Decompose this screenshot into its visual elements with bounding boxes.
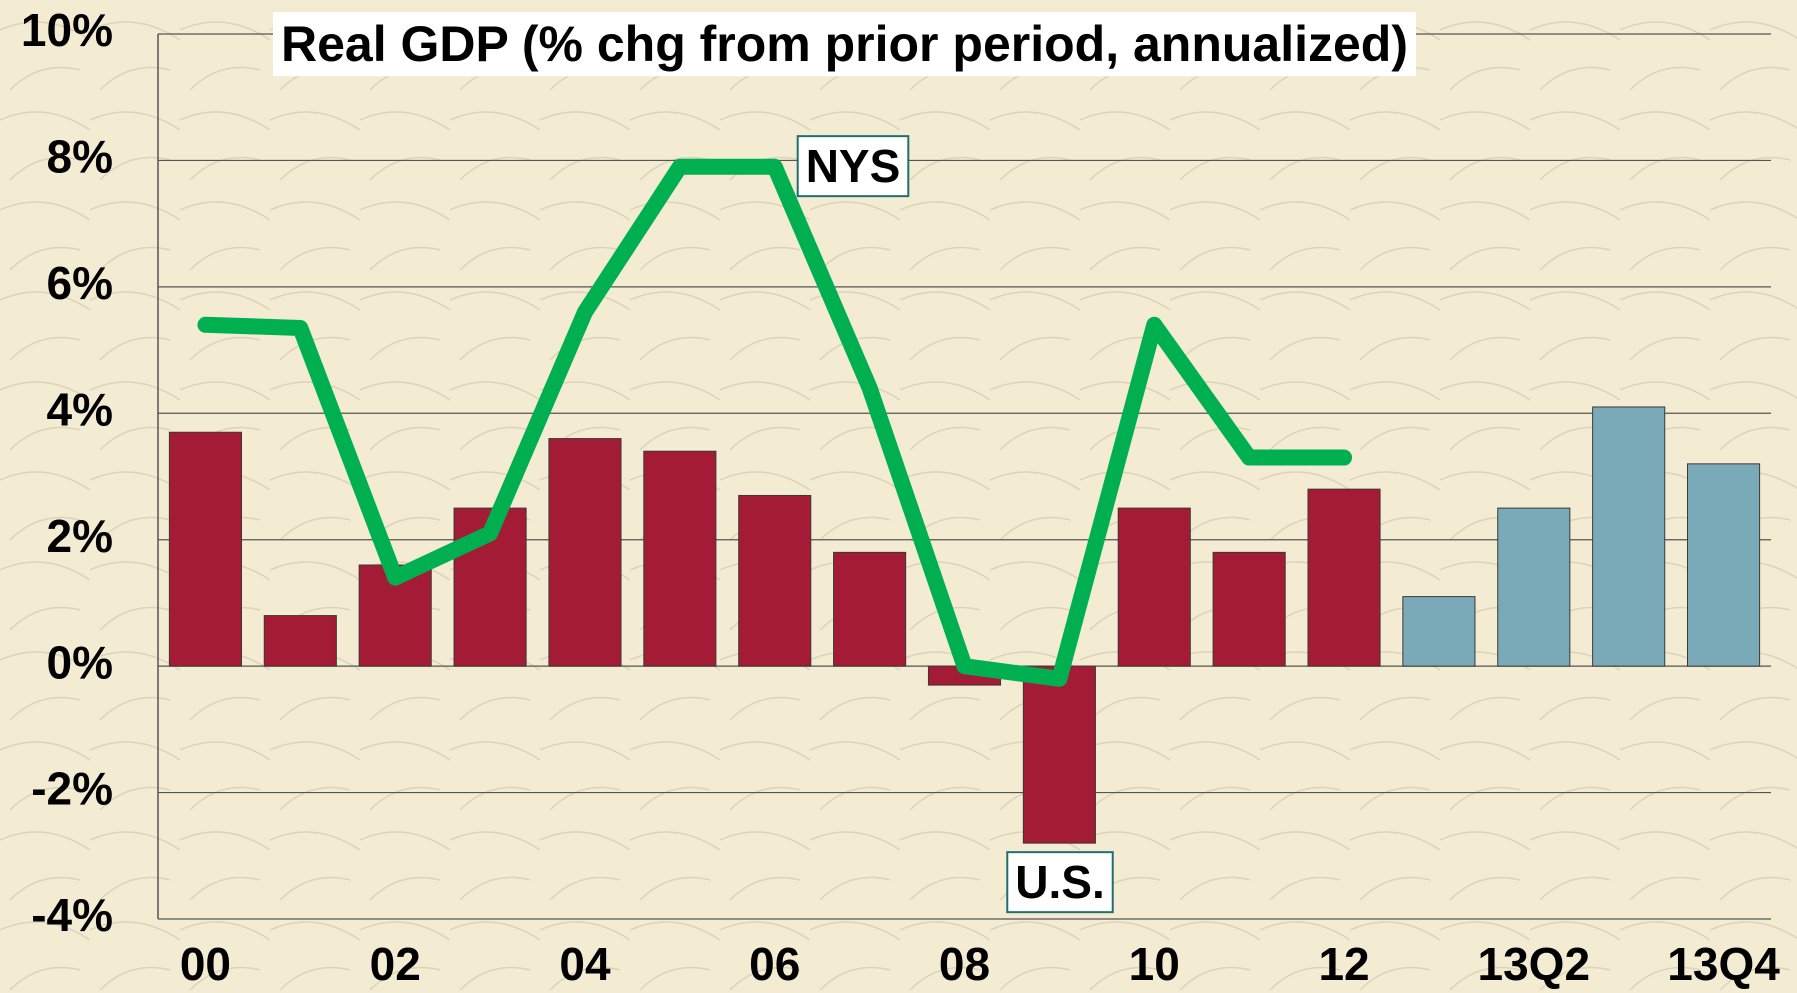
x-tick-label: 13Q4 [1667, 938, 1780, 990]
series-label-box [1006, 851, 1114, 914]
chart-title: Real GDP (% chg from prior period, annua… [281, 16, 1408, 72]
bar [1592, 406, 1666, 667]
title-background [273, 12, 1417, 77]
x-tick-label: 04 [559, 938, 611, 990]
bar [1117, 507, 1191, 667]
bar [1212, 551, 1286, 667]
x-tick-label: 08 [939, 938, 990, 990]
x-tick-label: 02 [370, 938, 421, 990]
series-label: NYS [806, 140, 901, 192]
x-tick-label: 00 [180, 938, 231, 990]
x-tick-label: 10 [1129, 938, 1180, 990]
y-tick-label: 0% [47, 636, 113, 688]
y-tick-label: 4% [47, 383, 113, 435]
x-tick-label: 06 [749, 938, 800, 990]
x-tick-label: 13Q2 [1478, 938, 1591, 990]
bar [643, 450, 717, 667]
x-tick-label: 12 [1318, 938, 1369, 990]
bar [1687, 463, 1761, 667]
bar [548, 438, 622, 667]
y-tick-label: 6% [47, 257, 113, 309]
bar [833, 551, 907, 667]
line [197, 158, 1353, 687]
y-tick-label: 8% [47, 131, 113, 183]
y-tick-label: -4% [31, 889, 113, 941]
bar [168, 431, 242, 667]
y-tick-label: -2% [31, 763, 113, 815]
bar [1022, 665, 1096, 844]
series-label-box [796, 135, 910, 198]
y-tick-label: 10% [21, 4, 113, 56]
bar [738, 494, 812, 667]
bar [1497, 507, 1571, 667]
bar [1402, 596, 1476, 667]
bar [1307, 488, 1381, 667]
y-tick-label: 2% [47, 510, 113, 562]
bar [263, 615, 337, 667]
series-label: U.S. [1015, 856, 1104, 908]
